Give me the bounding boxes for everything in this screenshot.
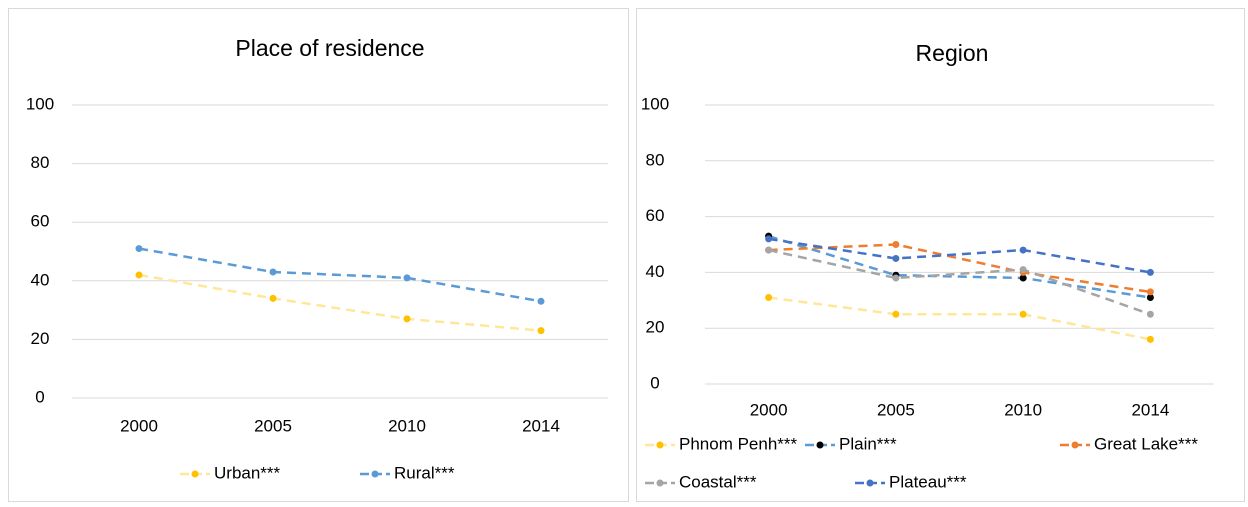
data-point — [537, 327, 545, 335]
legend-label: Urban*** — [214, 463, 281, 482]
data-point — [892, 310, 900, 318]
data-point — [765, 294, 773, 302]
data-point — [403, 315, 411, 323]
x-tick-label: 2005 — [877, 400, 915, 419]
x-tick-label: 2000 — [750, 400, 788, 419]
x-tick-label: 2010 — [1004, 400, 1042, 419]
legend-label: Rural*** — [394, 463, 455, 482]
data-point — [1019, 310, 1027, 318]
legend-label: Coastal*** — [679, 472, 757, 491]
y-tick-label: 60 — [646, 206, 665, 225]
y-tick-label: 60 — [31, 212, 50, 231]
data-point — [1019, 246, 1027, 254]
series-line — [768, 243, 1151, 294]
data-point — [1019, 266, 1027, 274]
data-point — [269, 294, 277, 302]
legend-marker — [816, 441, 824, 449]
series-line — [768, 237, 1151, 274]
x-tick-label: 2000 — [120, 416, 158, 435]
data-point — [1019, 274, 1027, 282]
data-point — [765, 246, 773, 254]
series-line — [768, 248, 1151, 316]
y-tick-label: 20 — [646, 318, 665, 337]
series-line — [768, 296, 1151, 341]
y-tick-label: 80 — [646, 150, 665, 169]
legend-marker — [371, 470, 379, 478]
data-point — [765, 235, 773, 243]
y-tick-label: 80 — [31, 153, 50, 172]
data-point — [892, 274, 900, 282]
y-tick-label: 40 — [31, 270, 50, 289]
y-tick-label: 100 — [26, 94, 54, 113]
chart-title: Place of residence — [235, 35, 424, 61]
y-tick-label: 20 — [31, 329, 50, 348]
data-point — [1146, 310, 1154, 318]
data-point — [1146, 268, 1154, 276]
series-line — [138, 247, 542, 303]
data-point — [403, 274, 411, 282]
legend-marker — [656, 479, 664, 487]
data-point — [537, 297, 545, 305]
y-tick-label: 40 — [646, 262, 665, 281]
x-tick-label: 2005 — [254, 416, 292, 435]
legend-label: Phnom Penh*** — [679, 434, 798, 453]
data-point — [269, 268, 277, 276]
x-tick-label: 2014 — [1131, 400, 1169, 419]
data-point — [135, 271, 143, 279]
y-tick-label: 0 — [35, 387, 44, 406]
legend-marker — [656, 441, 664, 449]
legend-label: Plain*** — [839, 434, 897, 453]
legend-marker — [1071, 441, 1079, 449]
legend-marker — [866, 479, 874, 487]
legend-marker — [191, 470, 199, 478]
data-point — [892, 241, 900, 248]
y-tick-label: 100 — [641, 94, 669, 113]
data-point — [1146, 335, 1154, 343]
y-tick-label: 0 — [650, 373, 659, 392]
data-point — [1146, 288, 1154, 296]
data-point — [135, 245, 143, 253]
legend-label: Great Lake*** — [1094, 434, 1198, 453]
legend-label: Plateau*** — [889, 472, 967, 491]
x-tick-label: 2014 — [522, 416, 560, 435]
data-point — [892, 254, 900, 262]
series-line — [138, 273, 542, 332]
data-point — [1146, 294, 1154, 302]
x-tick-label: 2010 — [388, 416, 426, 435]
series-line — [768, 234, 1151, 299]
chart-title: Region — [916, 40, 989, 66]
